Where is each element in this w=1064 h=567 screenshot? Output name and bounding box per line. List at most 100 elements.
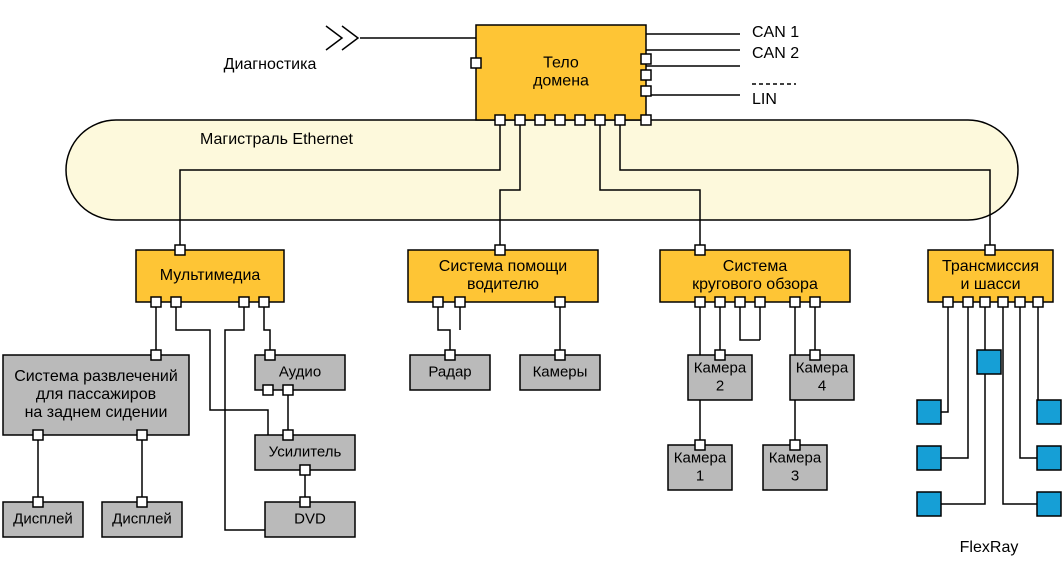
port-icon	[455, 297, 465, 307]
node-label: Камеры	[533, 363, 588, 380]
port-icon	[300, 497, 310, 507]
port-icon	[985, 245, 995, 255]
node-label: кругового обзора	[692, 276, 818, 293]
node-label: Радар	[428, 363, 471, 380]
node-label: Камера	[796, 359, 849, 376]
port-icon	[943, 297, 953, 307]
diagnostic-arrow-icon	[326, 26, 358, 50]
port-icon	[735, 297, 745, 307]
node-label: DVD	[294, 510, 326, 527]
node-label: Трансмиссия	[942, 258, 1039, 275]
flexray-node	[1037, 492, 1061, 516]
flexray-node	[1037, 400, 1061, 424]
ethernet-bus-label: Магистраль Ethernet	[200, 131, 353, 148]
free-label: CAN 2	[752, 45, 799, 62]
free-label: LIN	[752, 91, 777, 108]
port-icon	[963, 297, 973, 307]
port-icon	[151, 350, 161, 360]
port-icon	[515, 115, 525, 125]
port-icon	[790, 297, 800, 307]
port-icon	[1015, 297, 1025, 307]
port-icon	[695, 245, 705, 255]
port-icon	[283, 430, 293, 440]
node-label: Тело	[543, 55, 579, 72]
port-icon	[595, 115, 605, 125]
flexray-node	[1037, 446, 1061, 470]
port-icon	[495, 245, 505, 255]
node-label: водителю	[467, 276, 539, 293]
flexray-node	[917, 446, 941, 470]
port-icon	[715, 350, 725, 360]
free-label: CAN 1	[752, 24, 799, 41]
port-icon	[755, 297, 765, 307]
node-label: Система развлечений	[14, 368, 178, 385]
port-icon	[555, 350, 565, 360]
port-icon	[810, 297, 820, 307]
flexray-node	[977, 350, 1001, 374]
port-icon	[695, 297, 705, 307]
node-label: для пассажиров	[36, 386, 156, 403]
node-label: Система помощи	[439, 258, 567, 275]
port-icon	[641, 115, 651, 125]
node-label: 1	[696, 467, 704, 484]
port-icon	[300, 465, 310, 475]
node-label: домена	[533, 73, 589, 90]
port-icon	[641, 86, 651, 96]
port-icon	[615, 115, 625, 125]
node-label: на заднем сидении	[25, 404, 168, 421]
free-label: Диагностика	[224, 56, 317, 73]
port-icon	[575, 115, 585, 125]
port-icon	[641, 54, 651, 64]
port-icon	[433, 297, 443, 307]
wire	[176, 302, 268, 435]
node-label: и шасси	[960, 276, 1020, 293]
node-label: 4	[818, 377, 826, 394]
port-icon	[495, 115, 505, 125]
port-icon	[33, 430, 43, 440]
port-icon	[715, 297, 725, 307]
port-icon	[259, 297, 269, 307]
port-icon	[283, 385, 293, 395]
node-label: Система	[723, 258, 788, 275]
port-icon	[555, 297, 565, 307]
port-icon	[151, 297, 161, 307]
port-icon	[239, 297, 249, 307]
free-label: FlexRay	[960, 539, 1019, 556]
wire	[1020, 302, 1037, 458]
wire	[917, 302, 968, 458]
port-icon	[998, 297, 1008, 307]
flexray-node	[917, 492, 941, 516]
port-icon	[263, 385, 273, 395]
node-label: Аудио	[279, 363, 321, 380]
wire	[917, 302, 948, 412]
node-label: 2	[716, 377, 724, 394]
node-label: Усилитель	[269, 443, 342, 460]
node-label: Дисплей	[112, 510, 172, 527]
wire	[1037, 302, 1038, 412]
port-icon	[695, 440, 705, 450]
port-icon	[535, 115, 545, 125]
node-label: 3	[791, 467, 799, 484]
port-icon	[171, 297, 181, 307]
port-icon	[810, 350, 820, 360]
node-label: Мультимедиа	[160, 267, 261, 284]
node-label: Камера	[694, 359, 747, 376]
flexray-node	[917, 400, 941, 424]
port-icon	[175, 245, 185, 255]
port-icon	[471, 58, 481, 68]
port-icon	[33, 497, 43, 507]
port-icon	[445, 350, 455, 360]
node-label: Камера	[674, 449, 727, 466]
port-icon	[137, 430, 147, 440]
wire	[438, 302, 450, 355]
port-icon	[555, 115, 565, 125]
port-icon	[1033, 297, 1043, 307]
port-icon	[790, 440, 800, 450]
port-icon	[265, 350, 275, 360]
node-label: Дисплей	[13, 510, 73, 527]
wire	[264, 302, 270, 355]
port-icon	[980, 297, 990, 307]
port-icon	[641, 70, 651, 80]
node-label: Камера	[769, 449, 822, 466]
port-icon	[137, 497, 147, 507]
